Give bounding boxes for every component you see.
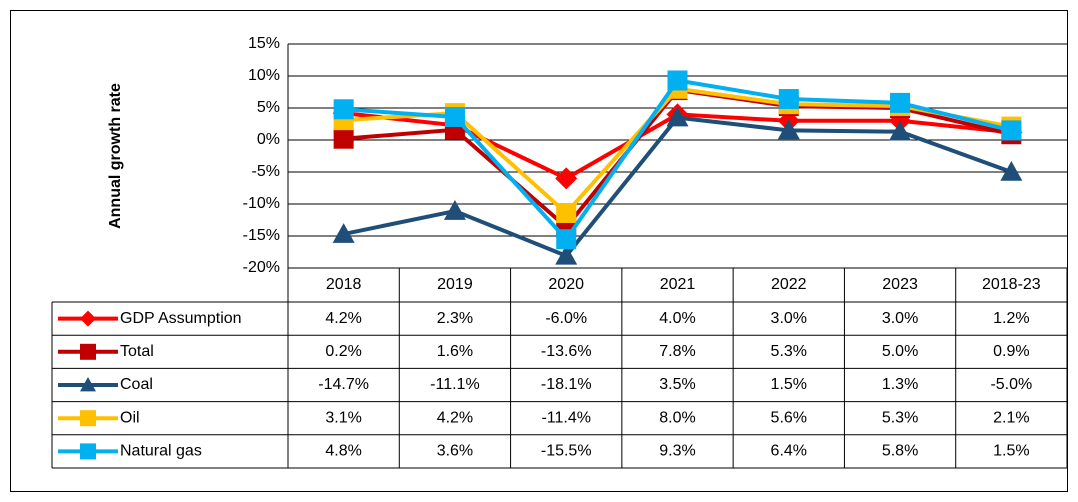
y-tick-label: -20% <box>243 259 280 276</box>
marker <box>333 99 354 120</box>
marker <box>1001 120 1022 141</box>
y-tick-label: 10% <box>248 67 280 84</box>
x-tick-label: 2023 <box>882 276 918 293</box>
y-tick-label: 0% <box>257 131 280 148</box>
series-line <box>343 115 1013 259</box>
table-cell: -13.6% <box>541 343 592 360</box>
table-cell: 3.0% <box>882 310 918 327</box>
table-cell: 4.0% <box>659 310 695 327</box>
marker <box>443 200 466 220</box>
table-cell: 1.5% <box>993 443 1029 460</box>
x-tick-label: 2020 <box>548 276 584 293</box>
marker <box>778 89 799 110</box>
table-cell: 3.1% <box>325 409 361 426</box>
y-tick-label: -15% <box>243 227 280 244</box>
table-cell: -14.7% <box>318 376 369 393</box>
table-cell: 1.6% <box>437 343 473 360</box>
table-cell: 6.4% <box>771 443 807 460</box>
marker <box>1000 161 1023 181</box>
table-cell: 9.3% <box>659 443 695 460</box>
table-cell: 5.3% <box>882 409 918 426</box>
x-tick-label: 2022 <box>771 276 807 293</box>
table-cell: 3.0% <box>771 310 807 327</box>
legend-label: Oil <box>120 409 140 426</box>
table-cell: 3.5% <box>659 376 695 393</box>
table-cell: 8.0% <box>659 409 695 426</box>
marker <box>332 223 355 243</box>
table-cell: -11.1% <box>430 376 480 393</box>
table-cell: 1.2% <box>993 310 1029 327</box>
legend-marker <box>80 310 96 327</box>
x-tick-label: 2018-23 <box>982 276 1041 293</box>
x-tick-label: 2019 <box>437 276 473 293</box>
marker <box>777 119 800 140</box>
legend-label: GDP Assumption <box>120 310 242 327</box>
table-cell: -6.0% <box>545 310 587 327</box>
table-cell: 0.9% <box>993 343 1029 360</box>
marker <box>556 229 577 250</box>
table-cell: 5.3% <box>771 343 807 360</box>
table-cell: -15.5% <box>541 443 592 460</box>
legend-marker <box>80 443 96 460</box>
marker <box>555 167 578 190</box>
marker <box>444 106 465 127</box>
y-tick-label: 15% <box>248 35 280 52</box>
legend-label: Coal <box>120 376 153 393</box>
table-cell: 5.8% <box>882 443 918 460</box>
table-cell: 1.3% <box>882 376 918 393</box>
legend-marker <box>80 410 96 427</box>
x-tick-label: 2018 <box>326 276 362 293</box>
table-cell: 0.2% <box>325 343 361 360</box>
marker <box>555 244 578 265</box>
y-tick-label: -5% <box>252 163 280 180</box>
legend-marker <box>80 343 96 360</box>
marker <box>890 92 911 113</box>
table-cell: 4.8% <box>325 443 361 460</box>
table-cell: 4.2% <box>325 310 361 327</box>
table-cell: 5.0% <box>882 343 918 360</box>
table-cell: 5.6% <box>771 409 807 426</box>
table-cell: 4.2% <box>437 409 473 426</box>
y-axis-title: Annual growth rate <box>107 83 124 229</box>
chart-border <box>10 10 1068 492</box>
table-cell: -11.4% <box>541 409 591 426</box>
legend-label: Natural gas <box>120 443 202 460</box>
table-cell: 1.5% <box>771 376 807 393</box>
x-tick-label: 2021 <box>660 276 696 293</box>
marker <box>889 120 912 141</box>
marker <box>556 202 577 223</box>
y-tick-label: -10% <box>243 195 280 212</box>
y-tick-label: 5% <box>257 99 280 116</box>
legend-marker <box>80 377 96 392</box>
table-cell: -5.0% <box>990 376 1032 393</box>
marker <box>667 70 688 91</box>
marker <box>666 106 689 127</box>
table-cell: 3.6% <box>437 443 473 460</box>
table-cell: 2.1% <box>993 409 1029 426</box>
legend-label: Total <box>120 343 154 360</box>
table-cell: -18.1% <box>541 376 592 393</box>
table-cell: 7.8% <box>659 343 695 360</box>
marker <box>333 128 354 149</box>
table-cell: 2.3% <box>437 310 473 327</box>
